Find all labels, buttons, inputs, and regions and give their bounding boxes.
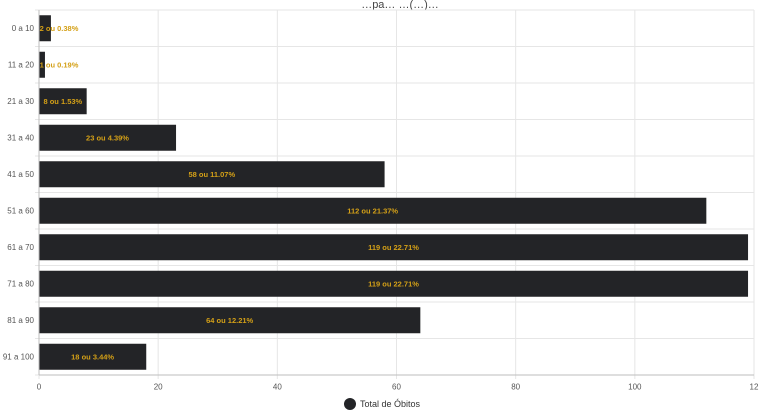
y-category-label: 81 a 90 [7, 316, 34, 325]
bar[interactable] [39, 307, 421, 334]
bar[interactable] [39, 197, 707, 224]
x-tick-label: 60 [392, 383, 401, 392]
bars-layer [39, 15, 749, 370]
x-tick-label: 0 [37, 383, 42, 392]
bar[interactable] [39, 51, 45, 78]
bar-data-label: 119 ou 22.71% [368, 243, 419, 252]
bar-data-label: 8 ou 1.53% [43, 97, 82, 106]
bar-data-label: 2 ou 0.38% [40, 24, 79, 33]
bar[interactable] [39, 88, 87, 115]
bar[interactable] [39, 234, 749, 261]
title-layer: …pa… …(…)… [361, 0, 439, 11]
y-category-label: 51 a 60 [7, 206, 34, 215]
y-category-label: 61 a 70 [7, 243, 34, 252]
labels-layer: 2 ou 0.38% 1 ou 0.19% 8 ou 1.53% 23 ou 4.39… [40, 24, 420, 362]
x-tick-label: 100 [628, 383, 642, 392]
y-category-label: 31 a 40 [7, 133, 34, 142]
bar[interactable] [39, 124, 177, 151]
bar-data-label: 58 ou 11.07% [188, 170, 235, 179]
bar-data-label: 112 ou 21.37% [347, 206, 398, 215]
bar[interactable] [39, 161, 385, 188]
x-tick-label: 20 [154, 383, 163, 392]
bar-data-label: 64 ou 12.21% [206, 316, 253, 325]
bar-data-label: 1 ou 0.19% [40, 60, 79, 69]
y-category-label: 91 a 100 [3, 352, 35, 361]
y-category-label: 11 a 20 [8, 60, 35, 69]
x-tick-label: 40 [273, 383, 282, 392]
x-tick-label: 12 [750, 383, 759, 392]
chart-title: …pa… …(…)… [361, 0, 439, 11]
bar-data-label: 119 ou 22.71% [368, 279, 419, 288]
bar[interactable] [39, 15, 51, 42]
legend-marker[interactable] [344, 398, 356, 410]
y-category-label: 41 a 50 [7, 170, 34, 179]
bar-data-label: 23 ou 4.39% [86, 133, 129, 142]
bar[interactable] [39, 270, 749, 297]
y-category-label: 0 a 10 [12, 24, 35, 33]
bar[interactable] [39, 343, 147, 370]
y-category-label: 71 a 80 [7, 279, 34, 288]
y-category-label: 21 a 30 [7, 97, 34, 106]
legend[interactable]: Total de Óbitos [344, 398, 421, 410]
bar-data-label: 18 ou 3.44% [71, 352, 114, 361]
x-tick-label: 80 [511, 383, 520, 392]
legend-label[interactable]: Total de Óbitos [360, 399, 421, 409]
